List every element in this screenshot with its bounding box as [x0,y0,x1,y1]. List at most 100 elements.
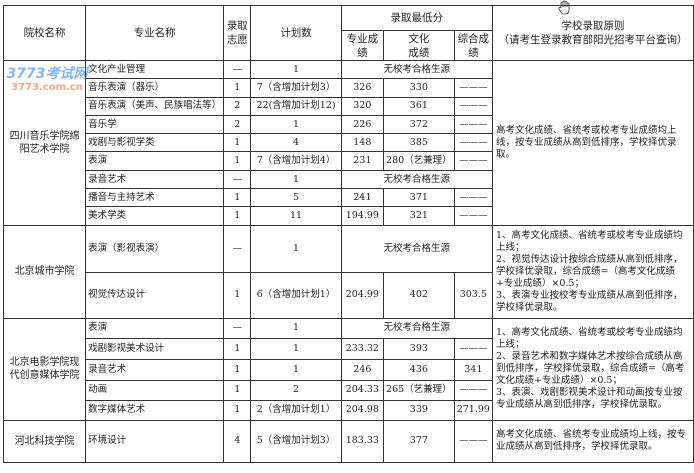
culture-score: 280（艺兼理） [383,151,455,171]
admission-rule: 1、高考文化成绩、省统考或校考专业成绩均上线； 2、录音艺术和数字媒体艺术按综合… [491,317,694,421]
plan-cell: 7（含增加计划3） [250,78,342,98]
plan-cell: 4 [250,133,342,153]
major-name: 戏剧影视美术设计 [85,337,225,360]
table-row: 河北科技学院 环境设计 4 5（含增加计划3） 183.33 377 ——— 高考文化成绩、省… [2,419,694,463]
header-plan: 计划数 [250,5,342,61]
school-name: 四川音乐学院绵阳艺术学院 [2,60,87,226]
culture-score: 402 [383,271,455,319]
culture-score: 339 [383,399,455,421]
major-name: 播音与主持艺术 [85,188,225,208]
pro-score: 246 [340,358,385,381]
total-score: 341 [453,358,493,381]
major-name: 美术学类 [85,206,225,226]
plan-cell: 2 [250,379,342,401]
header-choice: 录取志愿 [223,5,252,61]
major-name: 音乐表演（器乐） [85,78,225,98]
pro-score: 183.33 [340,419,385,463]
table-row: 数字媒体艺术 1 2（含增加计划1） 204.98 339 271.99 [4,399,694,421]
choice-cell: 1 [223,188,252,208]
major-name: 表演 [85,151,225,171]
table-row: 北京城市学院 表演（影视表演） —1 无校考合格生源 1、高考文化成绩、省统考或校考专业… [2,224,694,319]
header-school: 院校名称 [2,5,87,61]
choice-cell: 2 [223,96,252,116]
rule-text: 高考文化成绩、省统考专业成绩均上线，按专业成绩从高到低排序，学校择优录取。 [495,429,686,453]
table-row: 表演 1 7（含增加计划4） 231 280（艺兼理） ——— [4,151,694,171]
total-score: ——— [453,96,493,116]
choice-cell: 1 [223,133,252,153]
plan-cell: 1 [250,337,342,360]
major-name: 戏剧与影视学类 [85,133,225,153]
header-culture: 文化成绩 [383,30,455,61]
no-source-cell: 无校考合格生源 [340,59,493,80]
admission-rule: 高考文化成绩、省统考或校考专业成绩均上线，按专业成绩从高到低排序，学校择优录取。 [491,60,694,226]
culture-score: 265（艺兼理） [383,379,455,401]
total-score: 303.5 [453,271,493,319]
plan-cell: 6（含增加计划1） [250,271,342,319]
no-source-cell: 无校考合格生源 [340,169,493,190]
culture-score: 393 [383,337,455,360]
header-total: 综合成绩 [453,30,493,61]
culture-score: 436 [383,358,455,381]
table-row: 动画 1 2 204.33 265（艺兼理） ——— [4,379,694,401]
school-name: 北京电影学院现代创意媒体学院 [2,317,87,421]
choice-cell: 1 [223,271,252,319]
plan-cell: 1 [250,59,342,80]
choice-cell: 1 [223,358,252,381]
plan-cell: 1 [250,169,342,190]
major-name: 音乐表演（美声、民族唱法等） [85,96,225,116]
culture-score: 361 [383,96,455,116]
major-name: 表演 [85,317,225,339]
total-score: ——— [453,78,493,98]
no-source-cell: 无校考合格生源 [340,224,493,273]
header-rule-sub: （请考生登录教育部阳光招考平台查询） [498,34,688,46]
major-name: 音乐学 [85,114,225,135]
header-major: 专业名称 [85,5,225,61]
plan-cell: 5（含增加计划3） [250,419,342,463]
total-score: ——— [453,419,493,463]
pro-score: 148 [340,133,385,153]
rule-text: 高考文化成绩、省统考或校考专业成绩均上线，按专业成绩从高到低排序，学校择优录取。 [495,124,677,160]
plan-cell: 1 [250,114,342,135]
culture-score: 377 [383,419,455,463]
culture-score: 385 [383,133,455,153]
total-score: ——— [453,206,493,226]
plan-cell: 2（含增加计划1） [250,399,342,421]
choice-cell: 1 [223,78,252,98]
pro-score: 226 [340,114,385,135]
choice-cell: 1 [223,206,252,226]
table-row: 北京电影学院现代创意媒体学院 表演 —1 无校考合格生源 1、高考文化成绩、省统考或校考… [2,317,694,421]
pro-score: 233.32 [340,337,385,360]
table-row: 戏剧影视美术设计 1 1 233.32 393 ——— [4,337,694,360]
major-name: 环境设计 [85,419,225,463]
pro-score: 231 [340,151,385,171]
total-score: ——— [453,133,493,153]
total-score: ——— [453,379,493,401]
no-source-cell: 无校考合格生源 [340,317,493,339]
choice-cell: 1 [223,399,252,421]
pro-score: 241 [340,188,385,208]
major-name: 表演（影视表演） [85,224,225,273]
culture-score: 330 [383,78,455,98]
table-row: 录音艺术 —1 无校考合格生源 [4,169,694,190]
pro-score: 204.99 [340,271,385,319]
pro-score: 320 [340,96,385,116]
choice-cell: 1 [223,379,252,401]
table-row: 视觉传达设计 1 6（含增加计划1） 204.99 402 303.5 [4,271,694,319]
pro-score: 194.99 [340,206,385,226]
plan-cell: 5 [250,188,342,208]
total-score: ——— [453,337,493,360]
rule-text: 1、高考文化成绩、省统考或校考专业成绩均上线； 2、录音艺术和数字媒体艺术按综合… [495,327,685,411]
plan-cell: 11 [250,206,342,226]
admission-rule: 1、高考文化成绩、省统考或校考专业成绩均上线； 2、视觉传达设计按综合成绩从高到… [491,224,694,319]
choice-cell: — [223,59,252,80]
pro-score: 204.98 [340,399,385,421]
choice-cell: 1 [223,151,252,171]
major-name: 视觉传达设计 [85,271,225,319]
admission-rule: 高考文化成绩、省统考专业成绩均上线，按专业成绩从高到低排序，学校择优录取。 [491,419,694,463]
major-name: 动画 [85,379,225,401]
choice-cell: 1 [223,337,252,360]
pro-score: 204.33 [340,379,385,401]
major-name: 录音艺术 [85,169,225,190]
plan-cell: 1 [250,358,342,381]
plan-cell: 22(含增加计划12) [250,96,342,116]
